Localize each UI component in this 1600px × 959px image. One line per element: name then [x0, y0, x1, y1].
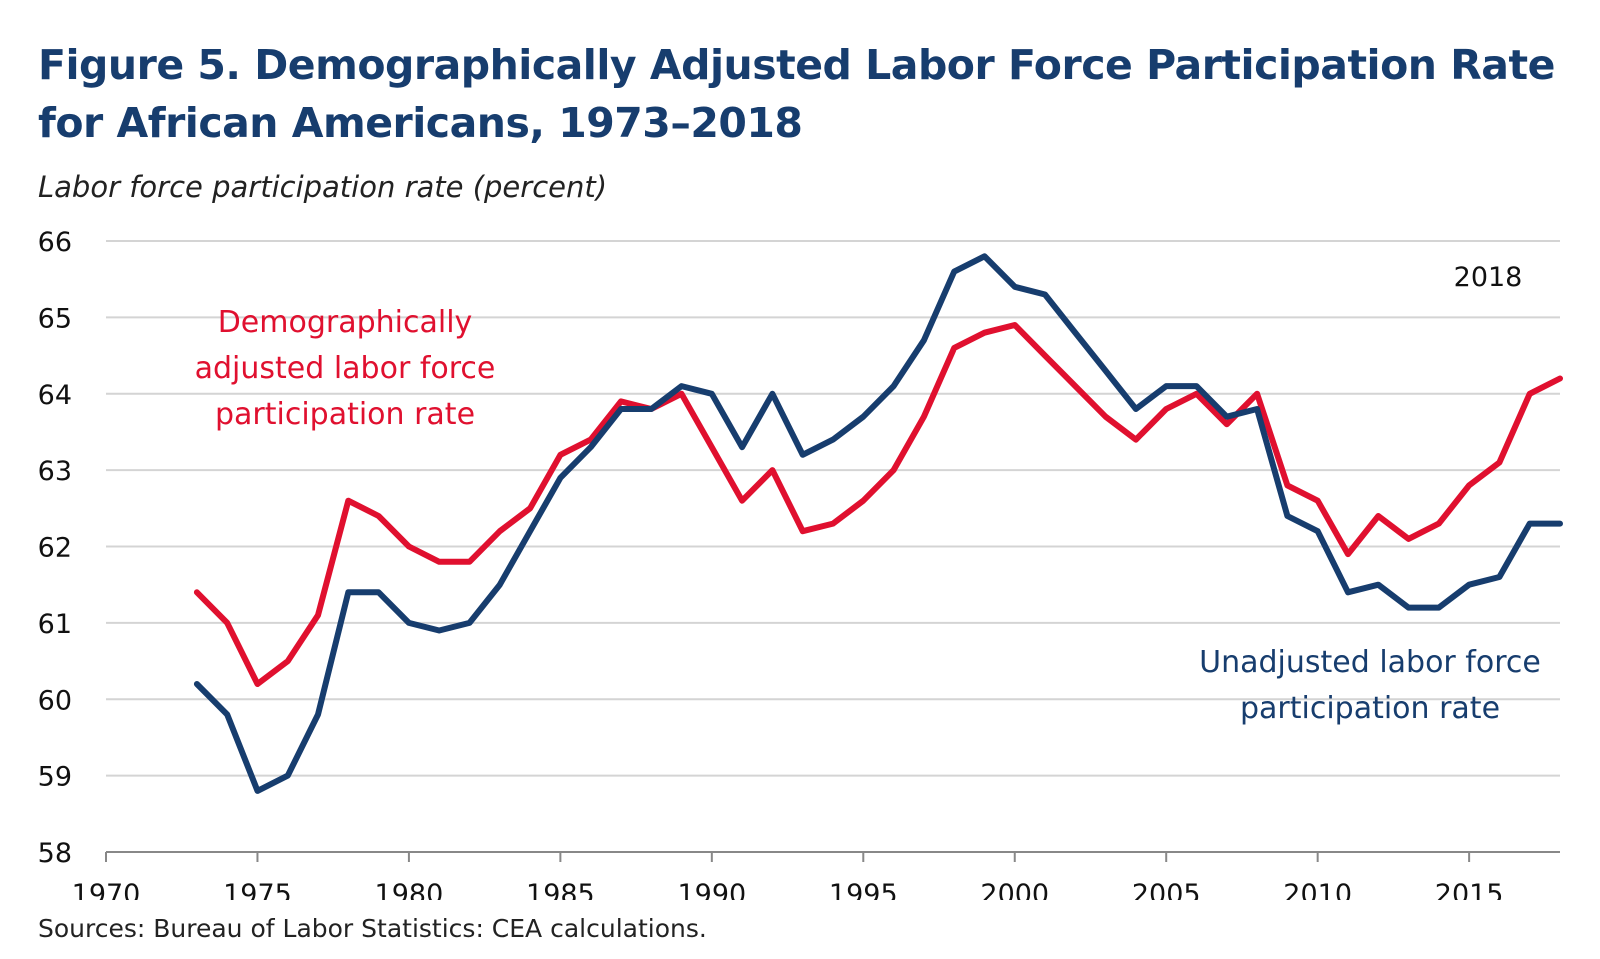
end-year-label: 2018 [1454, 262, 1523, 293]
series-lines [193, 253, 1563, 794]
y-axis-label: Labor force participation rate (percent) [38, 170, 608, 204]
y-tick-label: 65 [38, 303, 72, 334]
y-tick-label: 66 [38, 227, 72, 258]
x-tick-label: 2000 [980, 879, 1049, 900]
annotations: Demographically adjusted labor force par… [195, 262, 1541, 726]
y-tick-label: 61 [38, 609, 72, 640]
source-note: Sources: Bureau of Labor Statistics: CEA… [38, 914, 707, 943]
x-tick-label: 1970 [72, 879, 141, 900]
y-tick-label: 63 [38, 456, 72, 487]
series-line-adjusted [193, 322, 1563, 687]
series-line-unadjusted [193, 253, 1563, 794]
y-tick-label: 64 [38, 380, 72, 411]
y-tick-label: 60 [38, 685, 72, 716]
y-tick-label: 62 [38, 533, 72, 564]
y-tick-label: 59 [38, 762, 72, 793]
x-tick-label: 1990 [677, 879, 746, 900]
x-tick-label: 2010 [1283, 879, 1352, 900]
gridlines [106, 240, 1560, 777]
red-series-label-line-3: participation rate [215, 397, 475, 432]
y-axis-ticks: 58 59 60 61 62 63 64 65 66 [38, 227, 72, 869]
red-series-label-line-1: Demographically [218, 305, 473, 340]
x-axis-ticks: 1970 1975 1980 1985 1990 1995 2000 2005 2010 2015 [72, 852, 1504, 900]
chart-title-line-1: Figure 5. Demographically Adjusted Labor… [38, 41, 1555, 89]
x-tick-label: 1980 [375, 879, 444, 900]
blue-series-label-line-2: participation rate [1240, 691, 1500, 726]
blue-series-label-line-1: Unadjusted labor force [1199, 645, 1541, 680]
chart-title: Figure 5. Demographically Adjusted Labor… [38, 36, 1578, 152]
y-tick-label: 58 [38, 838, 72, 869]
chart-title-line-2: for African Americans, 1973–2018 [38, 99, 803, 147]
x-tick-label: 1975 [223, 879, 292, 900]
x-tick-label: 2005 [1132, 879, 1201, 900]
x-tick-label: 2015 [1435, 879, 1504, 900]
x-tick-label: 1995 [829, 879, 898, 900]
red-series-label-line-2: adjusted labor force [195, 351, 496, 386]
x-tick-label: 1985 [526, 879, 595, 900]
